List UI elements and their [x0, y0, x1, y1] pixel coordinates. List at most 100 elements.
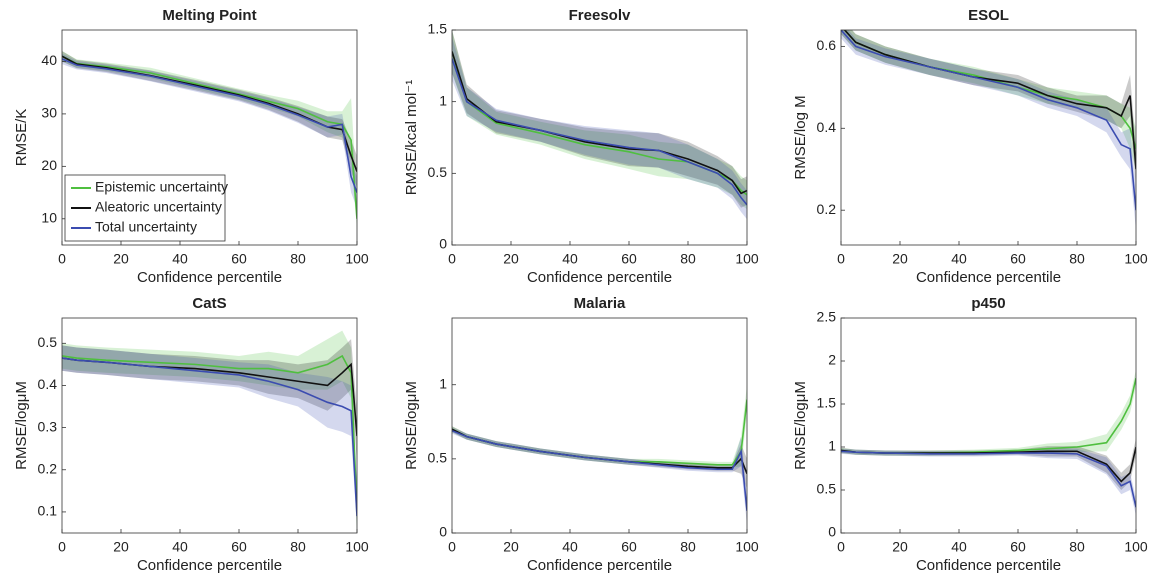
y-tick-label: 0.4	[38, 376, 58, 392]
x-axis-label: Confidence percentile	[137, 269, 282, 286]
confidence-band	[452, 37, 747, 220]
axes-box	[61, 317, 358, 534]
x-tick-label: 100	[345, 251, 369, 267]
x-tick-label: 40	[562, 251, 578, 267]
x-tick-label: 20	[113, 251, 129, 267]
series-line	[62, 354, 357, 512]
series-line	[843, 30, 1136, 170]
axes-box	[451, 29, 748, 246]
confidence-band	[62, 330, 357, 533]
x-tick-label: 20	[892, 251, 908, 267]
x-tick-label: 60	[231, 539, 247, 555]
y-tick-label: 20	[41, 157, 57, 173]
x-axis-label: Confidence percentile	[137, 557, 282, 574]
y-tick-label: 0	[828, 524, 836, 540]
chart-title: Freesolv	[569, 7, 631, 24]
axes-box	[840, 29, 1137, 246]
y-tick-label: 1	[828, 438, 836, 454]
x-tick-label: 60	[231, 251, 247, 267]
chart-title: Melting Point	[162, 7, 256, 24]
series-line	[452, 58, 747, 206]
x-tick-label: 80	[680, 539, 696, 555]
x-tick-label: 20	[503, 251, 519, 267]
x-axis-label: Confidence percentile	[916, 557, 1061, 574]
legend-label: Total uncertainty	[95, 219, 197, 235]
y-tick-label: 0.5	[38, 334, 58, 350]
plot-area	[452, 318, 747, 533]
x-tick-label: 40	[172, 251, 188, 267]
x-tick-label: 0	[58, 251, 66, 267]
y-tick-label: 0.4	[817, 119, 837, 135]
x-tick-label: 0	[837, 539, 845, 555]
chart-title: Malaria	[574, 295, 626, 312]
y-tick-label: 10	[41, 209, 57, 225]
plot-content	[452, 384, 747, 526]
y-tick-label: 0.2	[817, 201, 837, 217]
y-axis-label: RMSE/logμM	[792, 381, 809, 470]
x-tick-label: 80	[1069, 251, 1085, 267]
confidence-band	[841, 369, 1136, 456]
y-tick-label: 0.5	[428, 450, 448, 466]
series-line	[452, 429, 747, 511]
y-tick-label: 1	[439, 375, 447, 391]
y-tick-label: 40	[41, 52, 57, 68]
axes-box	[840, 317, 1137, 534]
x-axis-label: Confidence percentile	[527, 269, 672, 286]
x-tick-label: 60	[621, 251, 637, 267]
series-line	[841, 450, 1136, 508]
y-tick-label: 2	[828, 352, 836, 368]
plot-area	[841, 30, 1136, 245]
legend-label: Epistemic uncertainty	[95, 179, 228, 195]
x-tick-label: 40	[172, 539, 188, 555]
y-tick-label: 0.2	[38, 460, 58, 476]
legend-label: Aleatoric uncertainty	[95, 199, 222, 215]
x-tick-label: 20	[503, 539, 519, 555]
plot-area	[841, 318, 1136, 533]
x-tick-label: 0	[448, 251, 456, 267]
series-line	[62, 55, 357, 219]
x-tick-label: 60	[1010, 251, 1026, 267]
x-tick-label: 100	[735, 539, 759, 555]
plot-content	[841, 30, 1136, 231]
confidence-band	[841, 30, 1136, 190]
x-tick-label: 20	[113, 539, 129, 555]
confidence-band	[62, 53, 357, 209]
y-tick-label: 0	[439, 236, 447, 252]
x-tick-label: 60	[1010, 539, 1026, 555]
axes-box	[61, 29, 358, 246]
x-tick-label: 80	[290, 539, 306, 555]
plot-area	[62, 318, 357, 533]
confidence-band	[452, 427, 747, 526]
plot-area	[452, 30, 747, 245]
series-line	[62, 58, 357, 193]
y-tick-label: 0.6	[817, 37, 837, 53]
y-tick-label: 1.5	[817, 395, 837, 411]
x-tick-label: 80	[680, 251, 696, 267]
axes-box	[451, 317, 748, 534]
y-axis-label: RMSE/log M	[792, 95, 809, 179]
y-tick-label: 2.5	[817, 309, 837, 325]
x-tick-label: 80	[290, 251, 306, 267]
series-line	[62, 357, 357, 517]
confidence-band	[841, 447, 1136, 516]
confidence-band	[841, 30, 1136, 231]
y-tick-label: 0.5	[817, 481, 837, 497]
plot-content	[841, 369, 1136, 516]
y-tick-label: 0	[439, 524, 447, 540]
y-axis-label: RMSE/kcal mol⁻¹	[403, 80, 420, 195]
y-axis-label: RMSE/K	[13, 109, 30, 167]
confidence-band	[452, 30, 747, 208]
chart-title: p450	[971, 295, 1005, 312]
x-tick-label: 100	[1124, 539, 1148, 555]
plot-content	[62, 330, 357, 533]
x-tick-label: 40	[951, 539, 967, 555]
y-tick-label: 0.3	[38, 418, 58, 434]
x-axis-label: Confidence percentile	[916, 269, 1061, 286]
x-tick-label: 40	[951, 251, 967, 267]
confidence-band	[62, 345, 357, 529]
series-line	[841, 30, 1136, 211]
legend-box	[64, 174, 226, 242]
chart-title: ESOL	[968, 7, 1009, 24]
y-tick-label: 1.5	[428, 21, 448, 37]
chart-title: CatS	[192, 295, 226, 312]
